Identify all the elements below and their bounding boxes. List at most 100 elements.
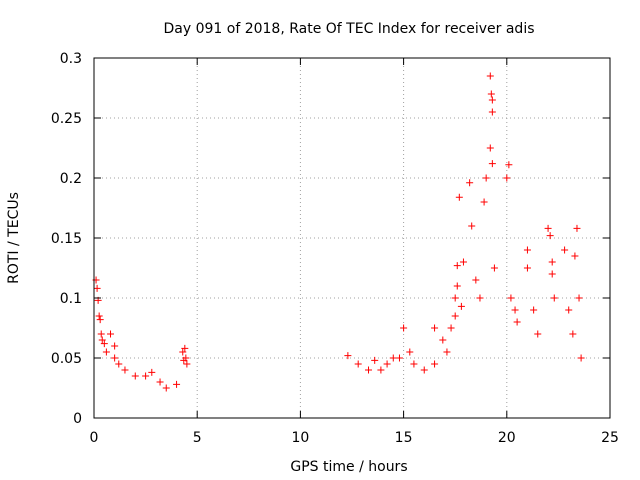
data-point: [173, 380, 181, 388]
y-tick-label: 0.05: [51, 351, 82, 367]
data-point: [344, 352, 352, 360]
data-point: [577, 354, 585, 362]
data-point: [406, 348, 414, 356]
data-point: [383, 360, 391, 368]
y-tick-label: 0.1: [60, 291, 82, 307]
data-point: [459, 258, 467, 266]
data-point: [95, 312, 103, 320]
x-tick-label: 10: [291, 430, 309, 446]
data-points: [92, 72, 585, 392]
data-point: [544, 224, 552, 232]
data-point: [181, 344, 189, 352]
x-tick-label: 5: [193, 430, 202, 446]
data-point: [431, 324, 439, 332]
data-point: [100, 340, 108, 348]
data-point: [472, 276, 480, 284]
y-tick-label: 0.25: [51, 111, 82, 127]
y-tick-label: 0.15: [51, 231, 82, 247]
data-point: [486, 72, 494, 80]
data-point: [530, 306, 538, 314]
data-point: [354, 360, 362, 368]
data-point: [93, 284, 101, 292]
data-point: [182, 354, 190, 362]
data-point: [569, 330, 577, 338]
data-point: [365, 366, 373, 374]
x-tick-label: 0: [90, 430, 99, 446]
data-point: [571, 252, 579, 260]
data-point: [451, 312, 459, 320]
data-point: [447, 324, 455, 332]
x-axis-label: GPS time / hours: [290, 459, 407, 475]
data-point: [457, 302, 465, 310]
data-point: [400, 324, 408, 332]
data-point: [548, 258, 556, 266]
chart-title: Day 091 of 2018, Rate Of TEC Index for r…: [163, 21, 534, 37]
data-point: [162, 384, 170, 392]
data-point: [488, 160, 496, 168]
data-point: [505, 161, 513, 169]
y-tick-label: 0: [73, 411, 82, 427]
data-point: [455, 193, 463, 201]
data-point: [573, 224, 581, 232]
data-point: [115, 360, 123, 368]
data-point: [371, 356, 379, 364]
data-point: [98, 336, 106, 344]
grid: [94, 58, 610, 418]
data-point: [410, 360, 418, 368]
data-point: [443, 348, 451, 356]
data-point: [97, 330, 105, 338]
data-point: [453, 262, 461, 270]
data-point: [523, 264, 531, 272]
data-point: [439, 336, 447, 344]
data-point: [468, 222, 476, 230]
data-point: [550, 294, 558, 302]
data-point: [107, 330, 115, 338]
x-tick-label: 15: [395, 430, 413, 446]
data-point: [377, 366, 385, 374]
data-point: [389, 354, 397, 362]
data-point: [111, 342, 119, 350]
data-point: [534, 330, 542, 338]
data-point: [565, 306, 573, 314]
data-point: [546, 232, 554, 240]
data-point: [431, 360, 439, 368]
x-tick-label: 20: [498, 430, 516, 446]
x-tick-label: 25: [601, 430, 619, 446]
y-tick-label: 0.2: [60, 171, 82, 187]
data-point: [511, 306, 519, 314]
data-point: [486, 144, 494, 152]
data-point: [480, 198, 488, 206]
data-point: [453, 282, 461, 290]
data-point: [395, 354, 403, 362]
y-tick-label: 0.3: [60, 51, 82, 67]
data-point: [466, 179, 474, 187]
data-point: [503, 174, 511, 182]
data-point: [156, 378, 164, 386]
data-point: [507, 294, 515, 302]
data-point: [111, 354, 119, 362]
y-axis-label: ROTI / TECUs: [6, 192, 22, 284]
ticks: 0 5 10 15 20 25 0 0.05 0.1 0.15 0.2 0.25 0.3: [51, 51, 619, 446]
data-point: [420, 366, 428, 374]
data-point: [96, 316, 104, 324]
data-point: [482, 174, 490, 182]
data-point: [179, 348, 187, 356]
data-point: [451, 294, 459, 302]
data-point: [131, 372, 139, 380]
data-point: [513, 318, 521, 326]
data-point: [102, 348, 110, 356]
data-point: [487, 90, 495, 98]
data-point: [148, 368, 156, 376]
data-point: [490, 264, 498, 272]
data-point: [523, 246, 531, 254]
data-point: [476, 294, 484, 302]
data-point: [488, 96, 496, 104]
data-point: [142, 372, 150, 380]
data-point: [183, 360, 191, 368]
data-point: [575, 294, 583, 302]
data-point: [548, 270, 556, 278]
data-point: [121, 366, 129, 374]
data-point: [561, 246, 569, 254]
